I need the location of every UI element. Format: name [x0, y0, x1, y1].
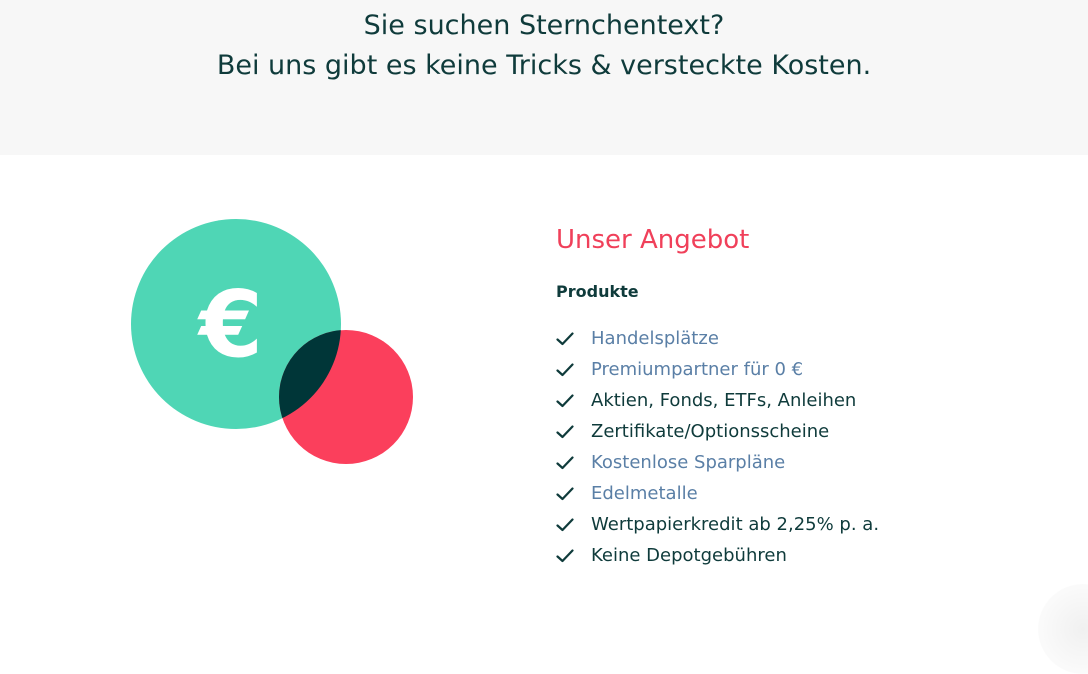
checkmark-icon [556, 487, 574, 501]
product-list-item[interactable]: Handelsplätze [556, 323, 1056, 354]
product-link[interactable]: Kostenlose Sparpläne [591, 451, 785, 475]
product-list-item: Aktien, Fonds, ETFs, Anleihen [556, 385, 1056, 416]
checkmark-icon [556, 425, 574, 439]
product-label: Aktien, Fonds, ETFs, Anleihen [591, 389, 856, 413]
checkmark-icon [556, 394, 574, 408]
checkmark-icon [556, 518, 574, 532]
product-list-item[interactable]: Kostenlose Sparpläne [556, 447, 1056, 478]
checkmark-icon [556, 363, 574, 377]
checkmark-icon [556, 549, 574, 563]
euro-coin-icon: € [120, 210, 430, 480]
banner-subline: Bei uns gibt es keine Tricks & versteckt… [0, 49, 1088, 83]
promo-banner: Sie suchen Sternchentext? Bei uns gibt e… [0, 0, 1088, 155]
product-list-item: Keine Depotgebühren [556, 540, 1056, 571]
product-link[interactable]: Premiumpartner für 0 € [591, 358, 803, 382]
offer-title: Unser Angebot [556, 220, 1056, 260]
banner-headline: Sie suchen Sternchentext? [0, 9, 1088, 43]
product-link[interactable]: Handelsplätze [591, 327, 719, 351]
product-label: Keine Depotgebühren [591, 544, 787, 568]
product-list-item: Wertpapierkredit ab 2,25% p. a. [556, 509, 1056, 540]
euro-symbol: € [197, 271, 263, 378]
corner-shadow [1038, 584, 1088, 674]
checkmark-icon [556, 332, 574, 346]
product-list-item: Zertifikate/Optionsscheine [556, 416, 1056, 447]
product-label: Zertifikate/Optionsscheine [591, 420, 829, 444]
product-list: Handelsplätze Premiumpartner für 0 € Aktie… [556, 323, 1056, 571]
product-link[interactable]: Edelmetalle [591, 482, 698, 506]
product-label: Wertpapierkredit ab 2,25% p. a. [591, 513, 879, 537]
offer-section: Unser Angebot Produkte Handelsplätze Prem… [556, 220, 1056, 571]
product-list-item[interactable]: Premiumpartner für 0 € [556, 354, 1056, 385]
product-list-item[interactable]: Edelmetalle [556, 478, 1056, 509]
checkmark-icon [556, 456, 574, 470]
euro-coin-illustration: € [120, 210, 430, 480]
offer-subtitle: Produkte [556, 282, 1056, 302]
